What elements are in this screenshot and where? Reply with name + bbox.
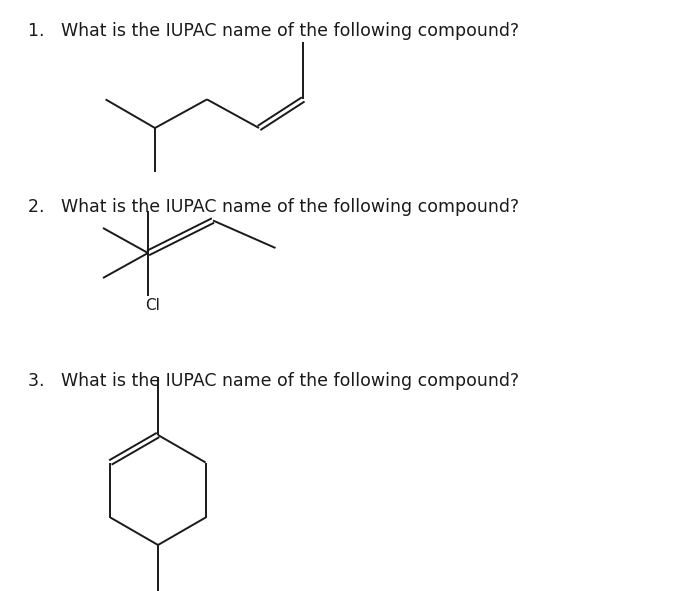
Text: Cl: Cl	[145, 297, 160, 313]
Text: 1.   What is the IUPAC name of the following compound?: 1. What is the IUPAC name of the followi…	[28, 22, 519, 40]
Text: 2.   What is the IUPAC name of the following compound?: 2. What is the IUPAC name of the followi…	[28, 198, 519, 216]
Text: 3.   What is the IUPAC name of the following compound?: 3. What is the IUPAC name of the followi…	[28, 372, 519, 390]
